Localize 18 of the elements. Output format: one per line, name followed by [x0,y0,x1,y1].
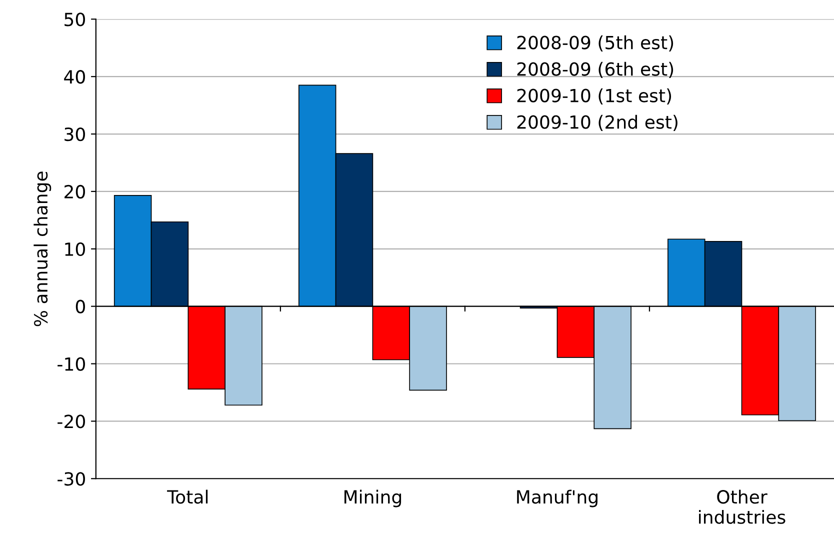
legend-label: 2009-10 (1st est) [517,88,672,104]
y-tick-label: 50 [64,12,85,26]
x-tick-label: Manuf'ng [517,490,598,508]
x-tick-label: Mining [344,490,402,508]
y-tick-label: 40 [64,70,85,84]
x-tick-label: Other industries [699,490,786,524]
y-tick-label: 20 [64,184,85,199]
y-tick-label: -20 [58,414,85,428]
legend-label: 2008-09 (5th est) [517,35,674,52]
y-tick-label: 30 [64,127,85,142]
y-tick-label: -30 [58,472,85,486]
x-tick-label: Total [167,490,208,504]
y-tick-label: 0 [76,300,85,314]
y-tick-label: 10 [65,242,85,256]
y-tick-label: -10 [58,357,85,371]
y-axis-title: % annual change [34,172,52,326]
legend-label: 2008-09 (6th est) [517,62,674,78]
legend-label: 2009-10 (2nd est) [517,114,678,131]
